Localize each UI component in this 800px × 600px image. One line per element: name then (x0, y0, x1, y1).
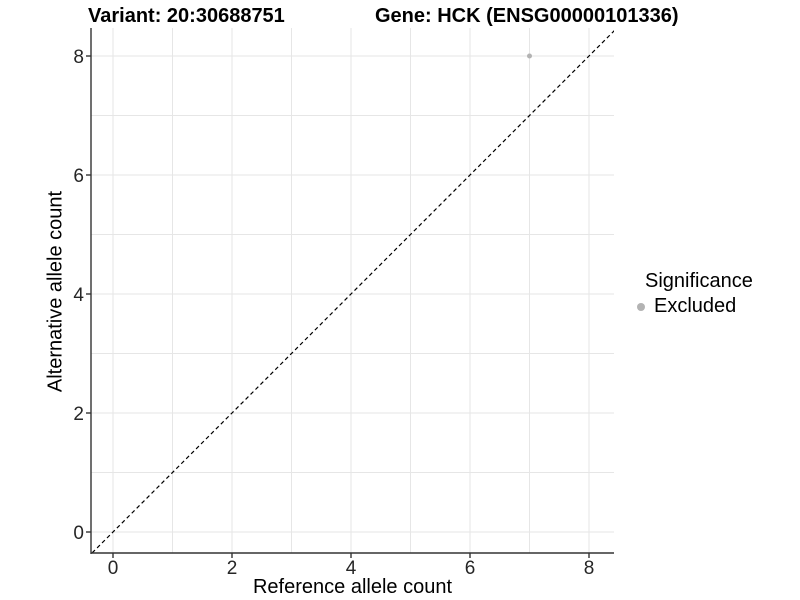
x-axis-tick-label: 6 (465, 558, 476, 579)
x-axis-tick-label: 0 (108, 558, 119, 579)
variant-title: Variant: 20:30688751 (88, 5, 285, 27)
legend: Significance Excluded (636, 270, 753, 318)
y-axis-title: Alternative allele count (44, 190, 67, 393)
gene-title: Gene: HCK (ENSG00000101336) (375, 5, 679, 27)
legend-point-icon (637, 302, 645, 311)
x-axis-tick-label: 2 (227, 558, 238, 579)
y-axis-tick-label: 8 (73, 47, 84, 68)
legend-title: Significance (645, 270, 753, 292)
y-axis-tick-label: 6 (73, 166, 84, 187)
data-point (527, 53, 532, 59)
legend-item-label: Excluded (654, 295, 737, 317)
x-axis-title: Reference allele count (252, 576, 452, 598)
legend-item-excluded: Excluded (636, 295, 753, 318)
y-axis-tick-label: 2 (73, 404, 84, 425)
y-axis-tick-label: 0 (73, 523, 84, 544)
y-axis-tick-label: 4 (73, 285, 84, 306)
identity-line (91, 30, 614, 553)
x-axis-tick-label: 4 (346, 558, 357, 579)
x-axis-tick-label: 8 (584, 558, 595, 579)
